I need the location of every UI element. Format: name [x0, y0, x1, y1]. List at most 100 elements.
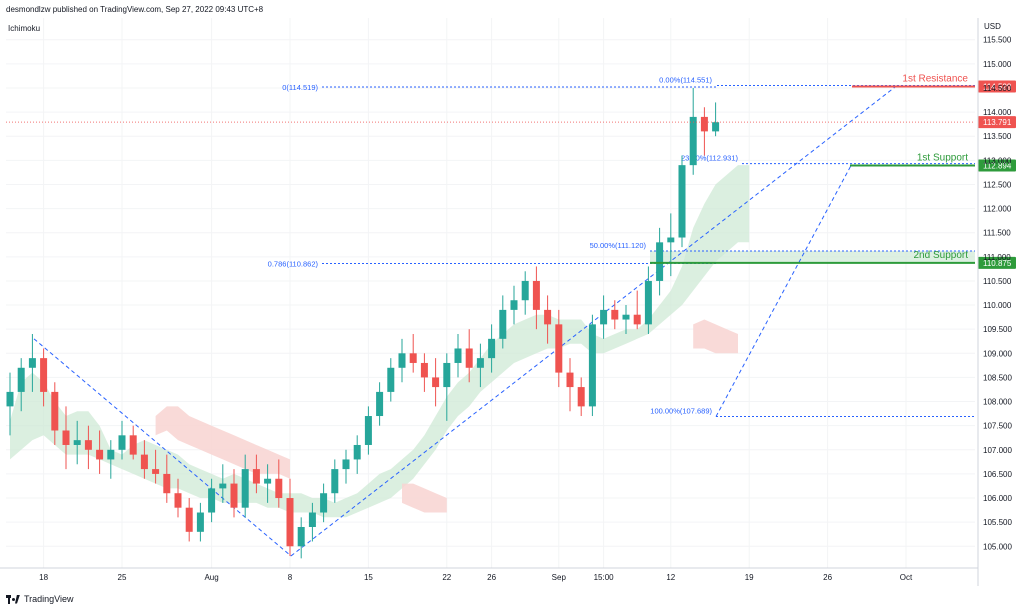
- key-levels: 1st Resistance 114.529 1st Support 112.894 2…: [6, 74, 1016, 269]
- x-tick-label: 15:00: [594, 573, 615, 582]
- candle-body: [387, 367, 395, 392]
- y-tick-label: 114.500: [983, 84, 1012, 93]
- candle-body: [152, 469, 160, 474]
- y-tick-label: 112.500: [983, 180, 1012, 189]
- y-tick-label: 111.000: [983, 253, 1011, 262]
- candle-body: [532, 280, 540, 310]
- y-tick-label: 115.000: [983, 60, 1012, 69]
- y-tick-label: 115.500: [983, 36, 1012, 45]
- x-tick-label: Sep: [552, 573, 567, 582]
- tradingview-brand: TradingView: [24, 594, 74, 604]
- level-name: 1st Support: [917, 152, 968, 163]
- trend-line-retrace: [715, 163, 853, 417]
- candle-body: [252, 469, 260, 484]
- candle-body: [17, 367, 25, 392]
- indicator-label[interactable]: Ichimoku: [8, 24, 41, 33]
- candle-body: [230, 483, 238, 508]
- candle-body: [118, 435, 126, 450]
- candle-body: [241, 469, 249, 508]
- candle-body: [208, 488, 216, 513]
- x-tick-label: 15: [364, 573, 373, 582]
- y-tick-label: 113.500: [983, 132, 1012, 141]
- candle-body: [185, 507, 193, 532]
- level-tag: [978, 256, 1016, 269]
- candle-body: [510, 300, 518, 310]
- cloud-bearish: [693, 319, 738, 354]
- candle-body: [544, 309, 552, 325]
- y-tick-label: 111.500: [983, 229, 1011, 238]
- y-tick-label: 114.000: [983, 108, 1012, 117]
- candle-body: [712, 122, 720, 132]
- candle-body: [476, 358, 484, 368]
- candle-body: [521, 280, 529, 301]
- candle-body: [308, 512, 316, 527]
- cloud-bullish: [10, 165, 750, 518]
- fib-level-label: 23.60%(112.931): [681, 154, 738, 163]
- y-tick-label: 105.500: [983, 518, 1012, 527]
- level-tag: [978, 159, 1016, 172]
- ichimoku-cloud: [10, 165, 750, 518]
- candle-body: [656, 242, 664, 281]
- candle-body: [331, 469, 339, 494]
- y-tick-label: 107.500: [983, 422, 1012, 431]
- trend-line-down: [33, 338, 292, 557]
- candle-body: [129, 435, 137, 455]
- candle-body: [588, 324, 596, 407]
- candle-body: [219, 483, 227, 489]
- y-tick-label: 113.000: [983, 156, 1012, 165]
- trend-lines: [33, 85, 898, 557]
- level-name: 1st Resistance: [902, 74, 968, 85]
- y-tick-label: 108.500: [983, 373, 1012, 382]
- tradingview-footer[interactable]: TradingView: [6, 594, 74, 604]
- candle-body: [297, 526, 305, 547]
- fib-level-label: 0.00%(114.551): [659, 75, 712, 84]
- x-tick-label: 12: [666, 573, 675, 582]
- candle-body: [555, 324, 563, 373]
- y-tick-label: 110.000: [983, 301, 1012, 310]
- candle-body: [633, 314, 641, 325]
- tradingview-logo-icon: [6, 594, 20, 604]
- candle-body: [107, 449, 115, 460]
- candle-body: [432, 377, 440, 388]
- fib-zone: [650, 251, 975, 263]
- candle-body: [700, 116, 708, 132]
- axes: USD 105.000 105.500 106.000 106.500 107.000 10…: [0, 18, 1012, 586]
- grid: [6, 18, 975, 568]
- candle-body: [465, 348, 473, 368]
- candle-body: [600, 309, 608, 325]
- x-tick-label: 25: [118, 573, 127, 582]
- candle-body: [420, 362, 428, 378]
- candle-body: [499, 309, 507, 339]
- candle-body: [196, 512, 204, 532]
- candle-body: [163, 473, 171, 494]
- candle-body: [376, 391, 384, 417]
- candle-body: [73, 440, 81, 445]
- candle-body: [409, 353, 417, 363]
- candle-body: [275, 478, 283, 499]
- y-tick-label: 105.000: [983, 542, 1012, 551]
- candle-body: [577, 387, 585, 407]
- candle-body: [140, 454, 148, 470]
- candles: [6, 87, 720, 559]
- y-tick-label: 107.000: [983, 446, 1012, 455]
- candle-body: [611, 309, 619, 320]
- y-tick-label: 110.500: [983, 277, 1012, 286]
- x-tick-label: Oct: [900, 573, 913, 582]
- last-price-text: 113.791: [983, 118, 1012, 127]
- candle-body: [398, 353, 406, 368]
- candle-body: [667, 237, 675, 243]
- fib-ext-label: 0(114.519): [282, 83, 318, 92]
- candle-body: [62, 430, 70, 445]
- fib-retracement: 0.00%(114.551) 23.60%(112.931) 50.00%(111.…: [268, 75, 975, 418]
- trend-line-up: [290, 85, 898, 557]
- candle-body: [689, 116, 697, 166]
- candle-body: [678, 165, 686, 238]
- candle-body: [644, 280, 652, 325]
- y-tick-label: 109.500: [983, 325, 1012, 334]
- level-tag-text: 114.529: [983, 83, 1012, 92]
- currency-label: USD: [984, 22, 1001, 31]
- candle-body: [320, 493, 328, 513]
- candle-body: [51, 391, 59, 431]
- candle-body: [622, 314, 630, 320]
